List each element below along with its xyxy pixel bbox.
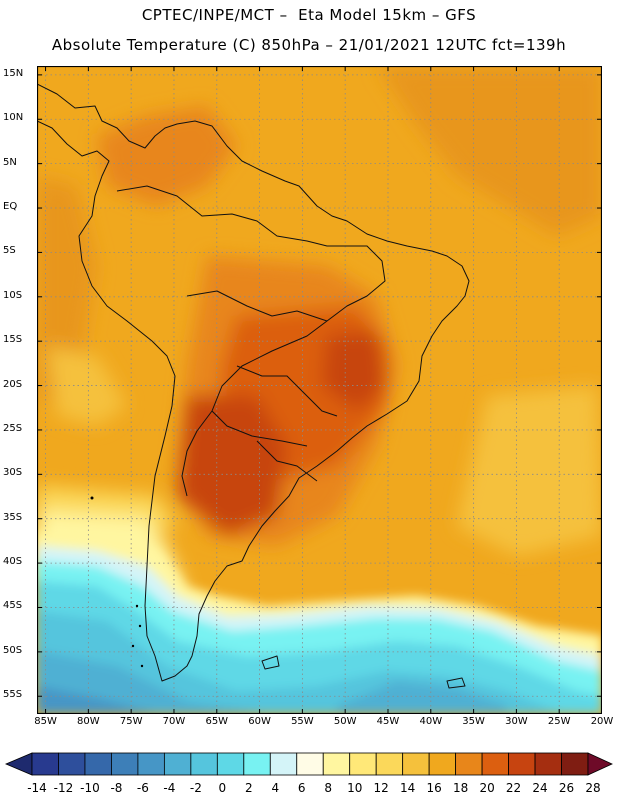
colorbar-swatch <box>243 752 271 776</box>
lat-label: 10S <box>3 289 23 301</box>
colorbar-label: 16 <box>426 781 442 795</box>
colorbar-swatch <box>375 752 404 776</box>
lat-label: 30S <box>3 467 23 479</box>
lon-label: 60W <box>248 716 271 727</box>
colorbar-label: 0 <box>218 781 227 795</box>
lon-label: 50W <box>333 716 357 727</box>
colorbar-swatch <box>84 752 112 776</box>
country-borders <box>116 185 386 497</box>
colorbar-swatch <box>31 752 59 776</box>
lon-label: 45W <box>376 716 400 727</box>
lat-label: 45S <box>3 600 23 612</box>
colorbar-swatch <box>296 752 324 776</box>
colorbar-label: 4 <box>271 781 280 795</box>
cold-field <box>37 531 602 714</box>
colorbar-label: -12 <box>53 781 74 795</box>
colorbar-swatch <box>402 752 430 776</box>
colorbar-swatch <box>190 752 218 776</box>
lon-label: 80W <box>77 716 100 727</box>
temperature-field <box>37 66 602 591</box>
lat-label: 5S <box>3 245 16 257</box>
colorbar-swatch <box>322 752 351 776</box>
header-title: CPTEC/INPE/MCT – Eta Model 15km – GFS <box>141 6 477 24</box>
lon-label: 70W <box>162 716 186 727</box>
colorbar-label: -2 <box>189 781 202 795</box>
islands <box>261 655 466 689</box>
lon-label: 55W <box>291 716 314 727</box>
lon-label: 65W <box>205 716 229 727</box>
colorbar-label: -8 <box>110 781 123 795</box>
colorbar-label: 10 <box>347 781 363 795</box>
colorbar-label: 24 <box>532 781 548 795</box>
lon-label: 85W <box>34 716 57 727</box>
lat-label: 5N <box>3 156 17 168</box>
colorbar-label: 22 <box>505 781 522 795</box>
lat-label: 15S <box>3 334 23 346</box>
lon-label: 30W <box>505 716 528 727</box>
lat-label: 10N <box>3 112 24 124</box>
colorbar-label: 6 <box>297 781 306 795</box>
lat-label: 15N <box>3 67 24 79</box>
colorbar-label: 20 <box>479 781 495 795</box>
lon-label: 75W <box>119 716 143 727</box>
colorbar-label: 14 <box>400 781 416 795</box>
lat-label: 50S <box>3 644 23 656</box>
colorbar-label: -6 <box>136 781 149 795</box>
inner-borders <box>186 290 338 482</box>
map-frame <box>37 66 602 714</box>
lat-label: 55S <box>3 689 23 701</box>
lat-label: 35S <box>3 511 23 523</box>
colorbar-swatch <box>58 752 86 776</box>
lat-label: 40S <box>3 556 23 568</box>
colorbar-swatch <box>455 752 483 776</box>
colorbar-swatch <box>534 752 562 776</box>
colorbar-label: 18 <box>452 781 469 795</box>
colorbar-label: -14 <box>27 781 47 795</box>
dem-marks <box>90 496 144 668</box>
colorbar-swatch <box>561 752 589 776</box>
colorbar-swatch <box>163 752 192 776</box>
colorbar-label: -4 <box>163 781 176 795</box>
lon-label: 25W <box>547 716 571 727</box>
color-bar <box>4 752 613 776</box>
header-subtitle: Absolute Temperature (C) 850hPa – 21/01/… <box>51 36 567 54</box>
colorbar-swatch <box>428 752 457 776</box>
colorbar-swatch <box>508 752 536 776</box>
lat-label: EQ <box>3 201 18 213</box>
temperature-map <box>37 66 602 714</box>
colorbar-label: -10 <box>80 781 100 795</box>
colorbar-label: 12 <box>373 781 389 795</box>
colorbar-label: 8 <box>324 781 333 795</box>
lon-label: 20W <box>590 716 614 727</box>
lat-label: 20S <box>3 378 23 390</box>
colorbar-swatch <box>137 752 165 776</box>
colorbar-swatch <box>216 752 245 776</box>
axis-ticks <box>37 66 602 714</box>
colorbar-label: 2 <box>244 781 253 795</box>
colorbar-over-arrow <box>587 752 613 776</box>
lon-label: 40W <box>419 716 443 727</box>
colorbar-swatch <box>269 752 298 776</box>
lat-label: 25S <box>3 422 23 434</box>
colorbar-label: 28 <box>585 781 601 795</box>
graticule <box>37 66 602 714</box>
lon-label: 35W <box>462 716 485 727</box>
colorbar-swatch <box>481 752 509 776</box>
coastlines <box>37 83 470 689</box>
colorbar-label: 26 <box>558 781 575 795</box>
colorbar-swatch <box>349 752 377 776</box>
south-america-outline <box>37 83 470 682</box>
colorbar-swatch <box>111 752 139 776</box>
colorbar-under-arrow <box>4 752 33 776</box>
